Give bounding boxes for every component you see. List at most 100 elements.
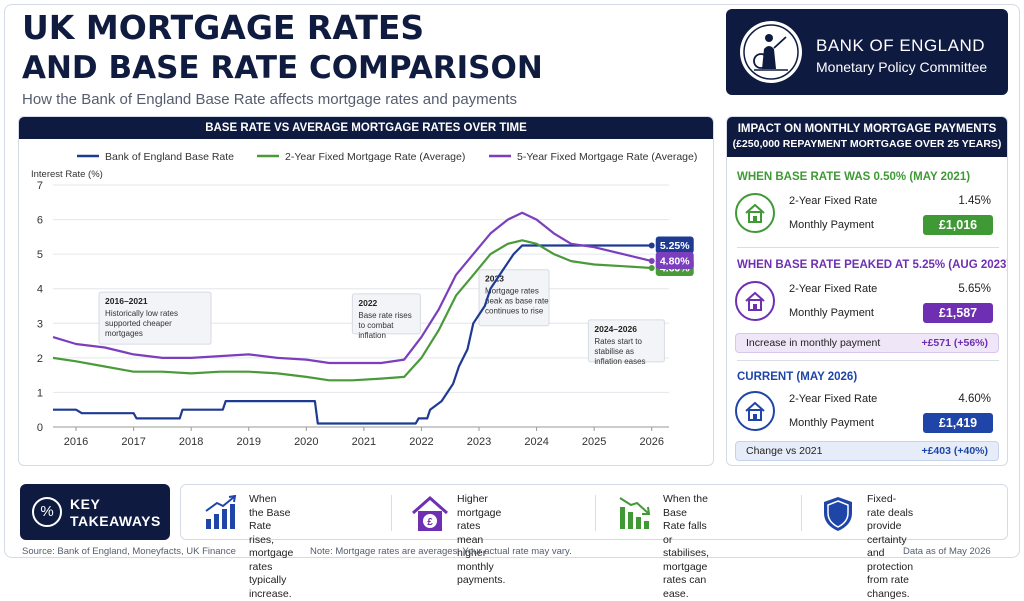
legend-label: 5-Year Fixed Mortgage Rate (Average)	[517, 151, 697, 163]
impact-header: IMPACT ON MONTHLY MORTGAGE PAYMENTS (£25…	[727, 117, 1007, 157]
y-axis-label: Interest Rate (%)	[31, 169, 103, 180]
bank-of-england-logo: BANK OF ENGLAND Monetary Policy Committe…	[726, 9, 1008, 95]
annotation-text: stabilise as	[594, 347, 634, 356]
impact-header-title: IMPACT ON MONTHLY MORTGAGE PAYMENTS	[737, 123, 997, 135]
annotation-text: to combat	[358, 321, 394, 330]
chart-panel: BASE RATE VS AVERAGE MORTGAGE RATES OVER…	[18, 116, 714, 466]
y-tick-label: 3	[37, 318, 43, 330]
x-tick-label: 2019	[236, 436, 260, 448]
house-pound-icon: £	[412, 495, 448, 531]
increase-label: Increase in monthly payment	[746, 337, 881, 349]
percent-icon: %	[32, 497, 62, 527]
rate-label: 2-Year Fixed Rate	[789, 283, 878, 295]
x-tick-label: 2016	[64, 436, 88, 448]
x-tick-label: 2025	[582, 436, 606, 448]
y-tick-label: 0	[37, 422, 43, 434]
x-tick-label: 2023	[467, 436, 491, 448]
annotation-text: continues to rise	[485, 307, 544, 316]
annotation-text: mortgages	[105, 329, 143, 338]
annotation-text: Historically low rates	[105, 309, 178, 318]
chart-panel-header: BASE RATE VS AVERAGE MORTGAGE RATES OVER…	[19, 117, 713, 139]
annotation-title: 2022	[358, 298, 377, 308]
payment-label: Monthly Payment	[789, 219, 874, 231]
annotation-text: Mortgage rates	[485, 287, 539, 296]
legend-label: Bank of England Base Rate	[105, 151, 234, 163]
rate-value: 1.45%	[958, 195, 991, 207]
rising-bars-icon	[205, 495, 237, 529]
annotation-text: Base rate rises	[358, 311, 411, 320]
takeaway-text: When the Base Rate rises, mortgage rates…	[249, 493, 294, 600]
annotation-text: supported cheaper	[105, 319, 172, 328]
source-note: Source: Bank of England, Moneyfacts, UK …	[22, 546, 236, 557]
house-icon	[735, 391, 775, 431]
takeaways-title-line2: TAKEAWAYS	[70, 513, 161, 529]
y-tick-label: 2	[37, 353, 43, 365]
data-date: Data as of May 2026	[903, 546, 991, 557]
annotation-title: 2016–2021	[105, 296, 148, 306]
change-value: +£403 (+40%)	[921, 445, 988, 457]
rate-value: 4.60%	[958, 393, 991, 405]
impact-header-note: (£250,000 REPAYMENT MORTGAGE OVER 25 YEA…	[732, 138, 1002, 150]
section-divider	[737, 247, 999, 248]
payment-label: Monthly Payment	[789, 307, 874, 319]
impact-panel: IMPACT ON MONTHLY MORTGAGE PAYMENTS (£25…	[726, 116, 1008, 466]
annotation-box	[98, 291, 212, 345]
boe-name: BANK OF ENGLAND	[816, 36, 986, 55]
annotation-title: 2024–2026	[594, 324, 637, 334]
falling-bars-icon	[619, 497, 651, 529]
y-tick-label: 5	[37, 249, 43, 261]
y-tick-label: 7	[37, 180, 43, 192]
y-tick-label: 6	[37, 215, 43, 227]
rate-label: 2-Year Fixed Rate	[789, 195, 878, 207]
takeaway-text: When the Base Rate falls or stabilises, …	[663, 493, 710, 600]
house-icon	[735, 193, 775, 233]
rates-line-chart: Bank of England Base Rate 2-Year Fixed Mo…	[31, 151, 697, 448]
x-tick-label: 2017	[121, 436, 145, 448]
key-takeaways-badge: % KEY TAKEAWAYS	[20, 484, 170, 540]
svg-text:£: £	[427, 517, 433, 528]
takeaway-text: Higher mortgage rates mean higher monthl…	[457, 493, 506, 586]
annotation-text: peak as base rate	[485, 297, 549, 306]
end-value-badge	[655, 252, 694, 270]
disclaimer-note: Note: Mortgage rates are averages. Your …	[310, 546, 572, 557]
change-label: Change vs 2021	[746, 445, 823, 457]
takeaways-title-line1: KEY	[70, 496, 101, 512]
rate-value: 5.65%	[958, 283, 991, 295]
annotation-title: 2023	[485, 274, 504, 284]
end-value-badge	[655, 236, 694, 254]
britannia-seal-icon	[740, 21, 802, 83]
house-icon	[735, 281, 775, 321]
payment-value: £1,016	[923, 215, 993, 235]
annotation-text: Rates start to	[594, 337, 642, 346]
series-end-point	[648, 258, 655, 265]
change-pill: Change vs 2021 +£403 (+40%)	[735, 441, 999, 461]
annotation-box	[351, 293, 421, 335]
increase-value: +£571 (+56%)	[921, 337, 988, 349]
takeaways-panel: When the Base Rate rises, mortgage rates…	[180, 484, 1008, 600]
x-tick-label: 2022	[409, 436, 433, 448]
end-value-label: 5.25%	[660, 240, 690, 252]
section-divider	[737, 360, 999, 361]
x-tick-label: 2026	[639, 436, 663, 448]
page-title-line2: AND BASE RATE COMPARISON	[22, 50, 543, 86]
annotation-text: inflation	[358, 331, 386, 340]
takeaway-divider	[801, 495, 802, 531]
end-value-label: 4.80%	[660, 256, 690, 268]
x-tick-label: 2020	[294, 436, 318, 448]
increase-pill: Increase in monthly payment +£571 (+56%)	[735, 333, 999, 353]
takeaway-divider	[595, 495, 596, 531]
annotation-text: inflation eases	[594, 357, 645, 366]
page-subtitle: How the Bank of England Base Rate affect…	[22, 91, 518, 108]
payment-value: £1,587	[923, 303, 993, 323]
series-line	[52, 211, 652, 365]
y-tick-label: 4	[37, 284, 43, 296]
legend-label: 2-Year Fixed Mortgage Rate (Average)	[285, 151, 465, 163]
boe-subtitle: Monetary Policy Committee	[816, 59, 988, 75]
shield-icon	[824, 497, 852, 531]
payment-label: Monthly Payment	[789, 417, 874, 429]
y-tick-label: 1	[37, 387, 43, 399]
takeaway-divider	[391, 495, 392, 531]
series-end-point	[648, 242, 655, 249]
rate-label: 2-Year Fixed Rate	[789, 393, 878, 405]
page-title-line1: UK MORTGAGE RATES	[22, 8, 425, 47]
